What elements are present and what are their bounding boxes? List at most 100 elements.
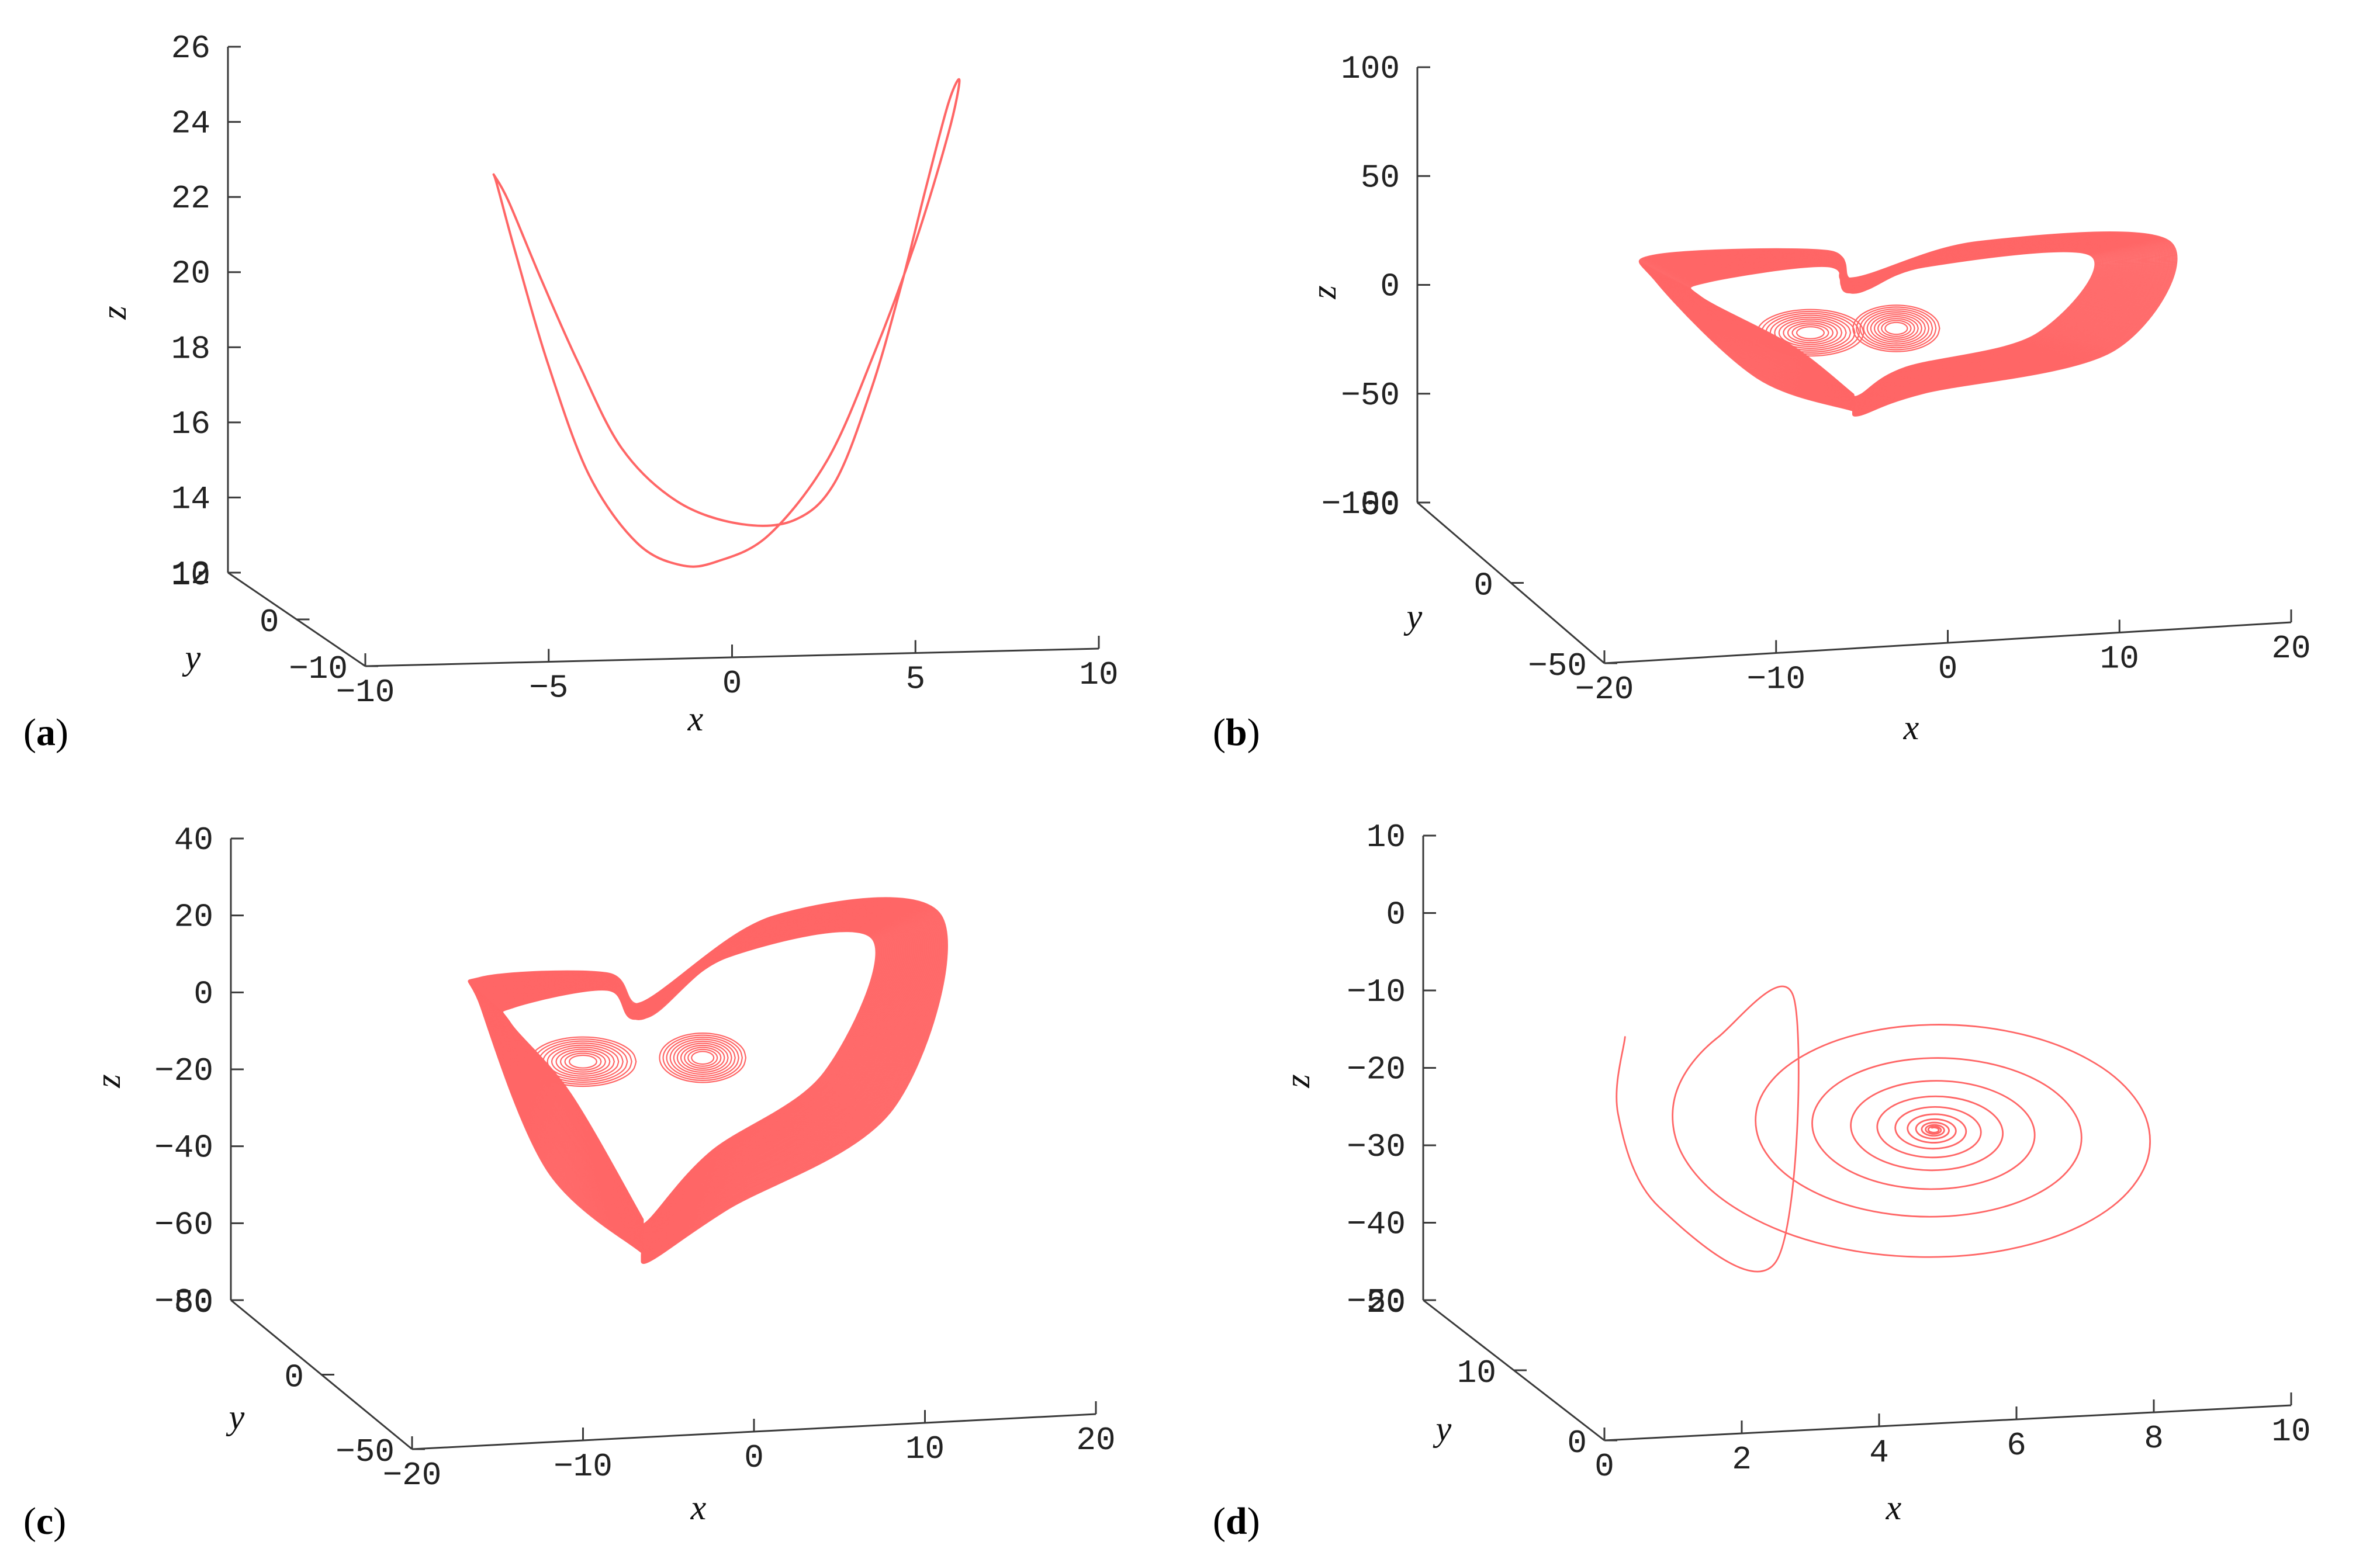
x-tick-label: 10 [1079, 656, 1118, 694]
wing-spiral [676, 1042, 729, 1073]
x-tick-label: −20 [1575, 671, 1634, 708]
wing-spiral [1870, 314, 1922, 343]
y-tick-label: 50 [1361, 487, 1400, 524]
y-tick-label: 0 [284, 1359, 304, 1397]
wing-spiral [669, 1038, 736, 1078]
attractor-trajectory [1638, 231, 2178, 417]
y-tick-label: 0 [1473, 567, 1493, 605]
wing-spiral [680, 1044, 725, 1071]
z-tick-label: 20 [174, 899, 213, 936]
wing-spiral [538, 1040, 628, 1083]
wing-spiral [1863, 310, 1930, 347]
attractor-loop [468, 897, 948, 1264]
z-tick-label: 16 [171, 406, 210, 443]
panel-label: (a) [23, 711, 68, 754]
z-axis-label: z [1305, 285, 1343, 299]
wing-spiral [659, 1033, 747, 1083]
x-tick-label: 0 [1938, 650, 1958, 688]
wing-spiral [1884, 321, 1908, 335]
x-tick-label: 0 [1594, 1448, 1614, 1485]
x-tick-label: −10 [1746, 661, 1805, 698]
z-tick-label: −60 [154, 1206, 213, 1243]
x-tick-label: −5 [529, 670, 568, 707]
wing-spiral [560, 1050, 606, 1073]
wing-spiral [673, 1040, 732, 1075]
wing-spiral [555, 1048, 611, 1075]
wing-spiral [546, 1044, 620, 1079]
x-tick-label: 5 [905, 661, 925, 698]
y-tick-label: 0 [1567, 1425, 1587, 1462]
y-axis-label: y [1403, 597, 1423, 636]
wing-spiral [684, 1047, 722, 1069]
wing-spiral [564, 1052, 602, 1071]
panel-label: (c) [23, 1500, 66, 1543]
y-axis-label: y [182, 638, 201, 677]
x-tick-label: 0 [744, 1439, 764, 1477]
x-tick-label: 0 [722, 665, 742, 702]
wing-spiral [662, 1034, 743, 1081]
z-tick-label: 12 [171, 556, 210, 593]
wing-spiral [687, 1048, 718, 1067]
z-tick-label: −100 [1322, 486, 1400, 523]
z-tick-label: 50 [1361, 159, 1400, 196]
z-tick-label: −20 [154, 1052, 213, 1090]
wing-spiral [1783, 320, 1838, 345]
z-tick-label: 100 [1341, 50, 1400, 88]
spiral-trajectory [1616, 985, 2151, 1273]
x-axis-label: x [690, 1488, 707, 1527]
x-tick-label: −20 [383, 1457, 442, 1494]
wing-spiral [1856, 306, 1937, 351]
z-tick-label: −40 [154, 1130, 213, 1167]
z-tick-label: −50 [1347, 1283, 1406, 1321]
x-axis-label: x [1886, 1488, 1902, 1527]
wing-spiral [1760, 310, 1860, 355]
wing-spiral [1796, 326, 1825, 339]
x-tick-label: 10 [2100, 640, 2139, 678]
wing-spiral [666, 1037, 739, 1079]
z-tick-label: 0 [193, 975, 213, 1013]
wing-spiral [534, 1038, 632, 1085]
wing-spiral [1791, 324, 1829, 342]
x-axis-label: x [687, 699, 704, 738]
attractor-trajectory [468, 897, 948, 1264]
z-axis-label: z [95, 306, 133, 320]
wing-spiral [1756, 309, 1864, 357]
attractor-loop [1638, 231, 2178, 417]
x-tick-label: −10 [336, 674, 395, 711]
y-tick-label: 20 [1367, 1284, 1406, 1322]
y-tick-label: 10 [171, 557, 210, 594]
x-tick-label: −10 [554, 1448, 613, 1485]
wing-spiral [551, 1047, 615, 1077]
x-axis-line [1604, 1404, 2292, 1442]
z-axis-label: z [1278, 1074, 1317, 1088]
y-tick-label: 50 [174, 1284, 213, 1322]
trajectory-line [492, 78, 961, 568]
y-tick-label: −10 [289, 650, 348, 688]
z-tick-label: −30 [1347, 1128, 1406, 1166]
panel-label: (b) [1213, 711, 1260, 754]
y-axis-label: y [226, 1398, 245, 1436]
x-tick-label: 2 [1732, 1441, 1752, 1478]
wing-spiral [1787, 322, 1834, 344]
wing-spiral [1866, 312, 1926, 345]
x-axis-label: x [1903, 708, 1919, 747]
z-tick-label: −50 [1341, 377, 1400, 414]
z-tick-label: 0 [1380, 268, 1400, 306]
y-tick-label: −50 [335, 1433, 395, 1471]
chart-panel-d: 0 2 4 6 8 10 0 10 20−50 −40 −30 −20 −10 0 10 x y z (d) [1213, 819, 2311, 1543]
z-tick-label: 24 [171, 105, 210, 143]
wing-spiral [1852, 304, 1940, 352]
wing-spiral [1769, 314, 1852, 351]
wing-spiral [542, 1042, 624, 1081]
z-tick-label: 10 [1367, 819, 1406, 856]
wing-spiral [1859, 308, 1933, 349]
x-tick-label: 10 [2271, 1413, 2310, 1450]
y-tick-label: 10 [1457, 1354, 1496, 1392]
z-axis-label: z [89, 1074, 127, 1088]
x-tick-label: 8 [2144, 1420, 2164, 1457]
y-tick-label: −50 [1528, 647, 1587, 685]
z-tick-label: 40 [174, 822, 213, 859]
wing-spiral [569, 1054, 597, 1069]
